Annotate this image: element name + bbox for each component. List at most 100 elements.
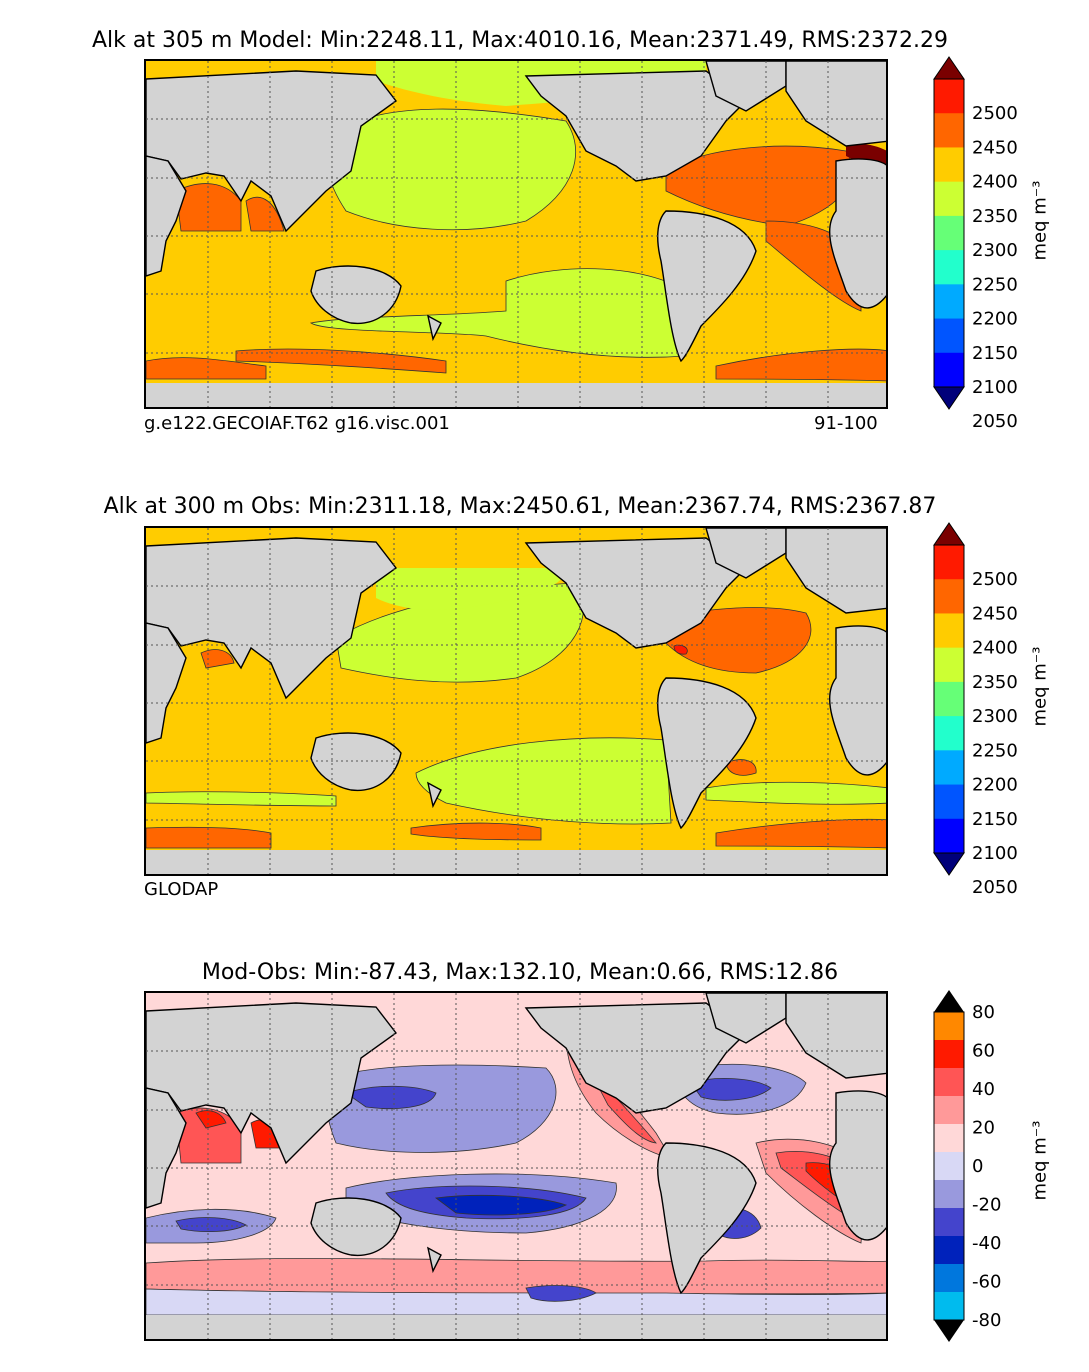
panel2-colorbar — [933, 522, 965, 876]
panel2-southwest-atlantic-region — [725, 759, 757, 776]
panel3-unit: meq m⁻³ — [1029, 1120, 1051, 1201]
panel3-colorbar-tick-label: 0 — [972, 1156, 983, 1177]
panel1-colorbar-segment — [934, 181, 964, 217]
panel1-colorbar — [933, 56, 965, 410]
panel3-colorbar-ticks: 80 60 40 20 0 -20 -40 -60 -80 — [970, 990, 1050, 1342]
panel1-colorbar-tick-label: 2350 — [972, 206, 1018, 227]
panel1-unit: meq m⁻³ — [1029, 180, 1051, 261]
panel3-colorbar-tick-label: -80 — [972, 1310, 1001, 1331]
panel1-colorbar-tick-label: 2150 — [972, 343, 1018, 364]
panel3-arabian-sea-core — [195, 1110, 227, 1129]
panel2-africa-east — [828, 625, 886, 776]
panel3-southern-band — [146, 1258, 886, 1295]
panel3-africa — [146, 1087, 187, 1209]
panel3-colorbar-segment — [934, 1068, 964, 1097]
panel1-colorbar-tick-label: 2200 — [972, 309, 1018, 330]
panel1-colorbar-tick-label: 2250 — [972, 274, 1018, 295]
panel2-north-atlantic-region — [665, 607, 812, 674]
panel3-north-pacific-inner — [345, 1085, 437, 1109]
panel2-australia — [310, 732, 402, 792]
panel3-map — [144, 991, 888, 1341]
panel2-colorbar-segment — [934, 750, 964, 786]
panel3-africa-east — [828, 1090, 886, 1241]
panel2-south-indian-region — [146, 791, 337, 807]
panel3-colorbar-segment — [934, 1292, 964, 1321]
panel1-antarctic-band — [146, 383, 886, 407]
panel2-colorbar-bottom-extension — [933, 852, 965, 876]
panel2-colorbar-segment — [934, 784, 964, 820]
panel1-colorbar-segment — [934, 284, 964, 320]
panel1-australia — [310, 265, 402, 325]
panel2-colorbar-segment — [934, 681, 964, 717]
panel1-colorbar-segment — [934, 250, 964, 285]
panel3-colorbar-tick-label: 20 — [972, 1118, 995, 1139]
panel3-colorbar-segment — [934, 1208, 964, 1237]
panel1-colorbar-ticks: 2500 2450 2400 2350 2300 2250 2200 2150 2100 2050 — [970, 57, 1050, 432]
panel2-atlantic-core — [673, 644, 688, 655]
panel1-colorbar-tick-label: 2100 — [972, 377, 1018, 398]
panel3-colorbar-tick-label: 60 — [972, 1041, 995, 1062]
panel1-colorbar-tick-label: 2450 — [972, 137, 1018, 158]
panel2-source-label: GLODAP — [144, 879, 219, 900]
panel2-colorbar-tick-label: 2500 — [972, 569, 1018, 590]
panel1-colorbar-tick-label: 2300 — [972, 240, 1018, 261]
panel3-colorbar-segment — [934, 1180, 964, 1209]
panel2-colorbar-tick-label: 2200 — [972, 775, 1018, 796]
panel1-colorbar-segment — [934, 113, 964, 148]
panel3-colorbar-top-extension — [934, 990, 964, 1012]
panel2-greenland — [705, 528, 787, 579]
panel3-antarctic-band — [146, 1315, 886, 1339]
panel2-europe-north — [785, 528, 886, 614]
panel3-colorbar-segment — [934, 1236, 964, 1265]
panel1-greenland — [705, 61, 787, 112]
panel2-colorbar-tick-label: 2350 — [972, 672, 1018, 693]
panel3-gridlines — [146, 993, 886, 1339]
panel3-colorbar-tick-label: 80 — [972, 1002, 995, 1023]
panel2-colorbar-tick-label: 2300 — [972, 706, 1018, 727]
panel2-southern-band-east — [715, 818, 886, 849]
panel2-colorbar-tick-label: 2250 — [972, 740, 1018, 761]
panel1-colorbar-segment — [934, 215, 964, 251]
panel2-colorbar-tick-label: 2150 — [972, 809, 1018, 830]
panel2-arabian-sea-region — [200, 649, 235, 669]
panel1-title: Alk at 305 m Model: Min:2248.11, Max:401… — [91, 28, 949, 53]
panel1-southern-band-west — [146, 357, 267, 380]
panel2-colorbar-segment — [934, 613, 964, 649]
panel2-colorbar-tick-label: 2100 — [972, 843, 1018, 864]
panel2-southern-band-mid — [410, 822, 542, 841]
panel1-case-name: g.e122.GECOIAF.T62 g16.visc.001 — [144, 413, 450, 434]
panel2-south-atlantic-region — [705, 781, 886, 805]
panel2-colorbar-tick-label: 2450 — [972, 603, 1018, 624]
panel3-south-america — [657, 1142, 757, 1295]
panel3-colorbar-segment — [934, 1124, 964, 1153]
panel3-colorbar-segment — [934, 1096, 964, 1125]
panel2-africa — [146, 622, 187, 744]
panel3-north-atlantic-core — [690, 1078, 772, 1101]
panel2-map — [144, 526, 888, 876]
panel1-gridlines — [146, 61, 886, 407]
panel2-title: Alk at 300 m Obs: Min:2311.18, Max:2450.… — [103, 494, 937, 519]
panel3-indian-west-core — [175, 1217, 247, 1233]
panel1-colorbar-tick-label: 2400 — [972, 172, 1018, 193]
panel2-south-pacific-region — [415, 737, 672, 825]
panel1-colorbar-segment — [934, 352, 964, 388]
panel3-colorbar-tick-label: -60 — [972, 1272, 1001, 1293]
panel1-colorbar-segment — [934, 147, 964, 183]
panel3-colorbar-tick-label: -20 — [972, 1195, 1001, 1216]
panel2-colorbar-segment — [934, 818, 964, 854]
panel3-title: Mod-Obs: Min:-87.43, Max:132.10, Mean:0.… — [201, 960, 839, 985]
panel1-colorbar-top-extension — [933, 56, 965, 80]
panel1-colorbar-tick-label: 2050 — [972, 411, 1018, 432]
panel1-bay-of-bengal-region — [245, 196, 285, 232]
panel1-new-zealand — [426, 314, 442, 342]
panel2-colorbar-segment — [934, 579, 964, 614]
panel3-colorbar-bottom-extension — [934, 1320, 964, 1342]
panel3-tropical-pacific-core — [434, 1194, 568, 1216]
panel3-colorbar — [933, 990, 965, 1342]
panel1-southern-band-east — [715, 348, 886, 382]
panel3-southern-ocean-patch — [525, 1285, 597, 1302]
panel3-europe-north — [785, 993, 886, 1079]
panel2-southern-band-west — [146, 826, 272, 849]
panel2-colorbar-tick-label: 2050 — [972, 877, 1018, 898]
panel2-colorbar-top-extension — [933, 522, 965, 546]
